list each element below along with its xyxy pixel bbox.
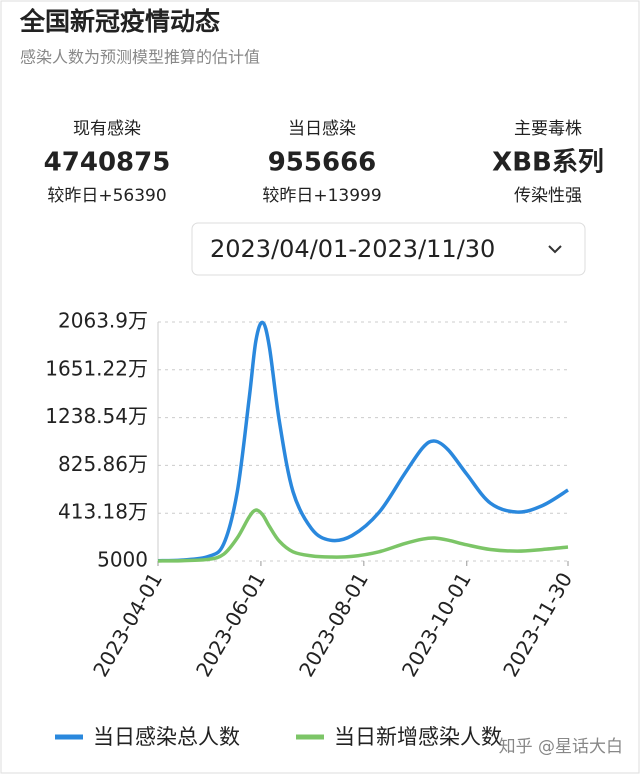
date-range[interactable]: 2023/04/01-2023/11/30 [210,235,495,263]
legend-label: 当日新增感染人数 [334,725,502,749]
stat-value: XBB系列 [492,148,604,178]
date-picker-box[interactable] [191,222,586,276]
y-tick-label: 2063.9万 [58,309,148,333]
title: 全国新冠疫情动态 [19,7,220,36]
watermark: 知乎 @星话大白 [499,737,623,757]
chevron[interactable] [548,245,562,254]
y-tick-label: 5000 [97,548,148,572]
legend-label: 当日感染总人数 [93,725,240,749]
y-tick-label: 413.18万 [58,500,148,524]
stat-label: 当日感染 [288,119,356,139]
stat-change: 较昨日+13999 [262,186,381,206]
series-line [157,320,569,563]
subtitle: 感染人数为预测模型推算的估计值 [20,48,260,67]
stat-value: 955666 [268,148,377,178]
stat-value: 4740875 [44,148,171,178]
y-tick-label: 825.86万 [58,452,148,476]
stat-change: 传染性强 [514,186,582,206]
stat-label: 现有感染 [73,119,141,139]
date-picker[interactable]: 2023/04/01-2023/11/30 [191,222,586,276]
stat-label: 主要毒株 [514,119,582,139]
series-line [157,508,569,563]
y-tick-label: 1238.54万 [45,404,148,428]
stat-change: 较昨日+56390 [47,186,166,206]
y-tick-label: 1651.22万 [45,356,148,380]
